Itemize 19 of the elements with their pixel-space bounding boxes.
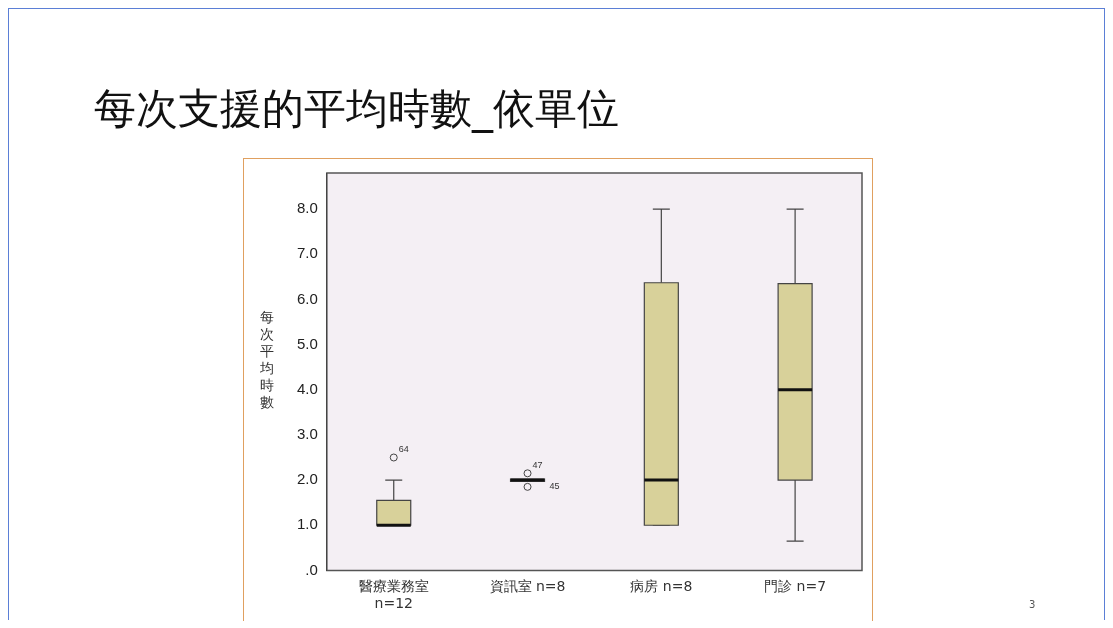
x-tick-label: 資訊室 n=8 [489,578,566,595]
x-tick-label: 門診 n=7 [764,578,827,595]
x-tick-label: 醫療業務室 n=12 [358,578,429,612]
y-axis-title: 每次平均時數 [260,309,275,411]
y-tick-label: 8.0 [296,199,318,217]
y-tick-label: 6.0 [296,289,318,307]
y-tick-label: 3.0 [296,425,318,443]
chart-title: 每次支援的平均時數_依單位 [94,83,619,135]
y-tick-label: 1.0 [296,515,318,533]
annotation: 45 [549,481,560,492]
text: 3 [1029,599,1036,610]
y-tick-label: 5.0 [296,334,318,352]
y-tick-label: 7.0 [296,244,318,262]
y-tick-label: 4.0 [296,379,318,397]
annotation: 64 [398,444,409,455]
annotation: 47 [532,460,543,471]
y-tick-label: 2.0 [296,470,318,488]
x-tick-label: 病房 n=8 [630,578,693,595]
y-tick-label: .0 [305,560,318,578]
